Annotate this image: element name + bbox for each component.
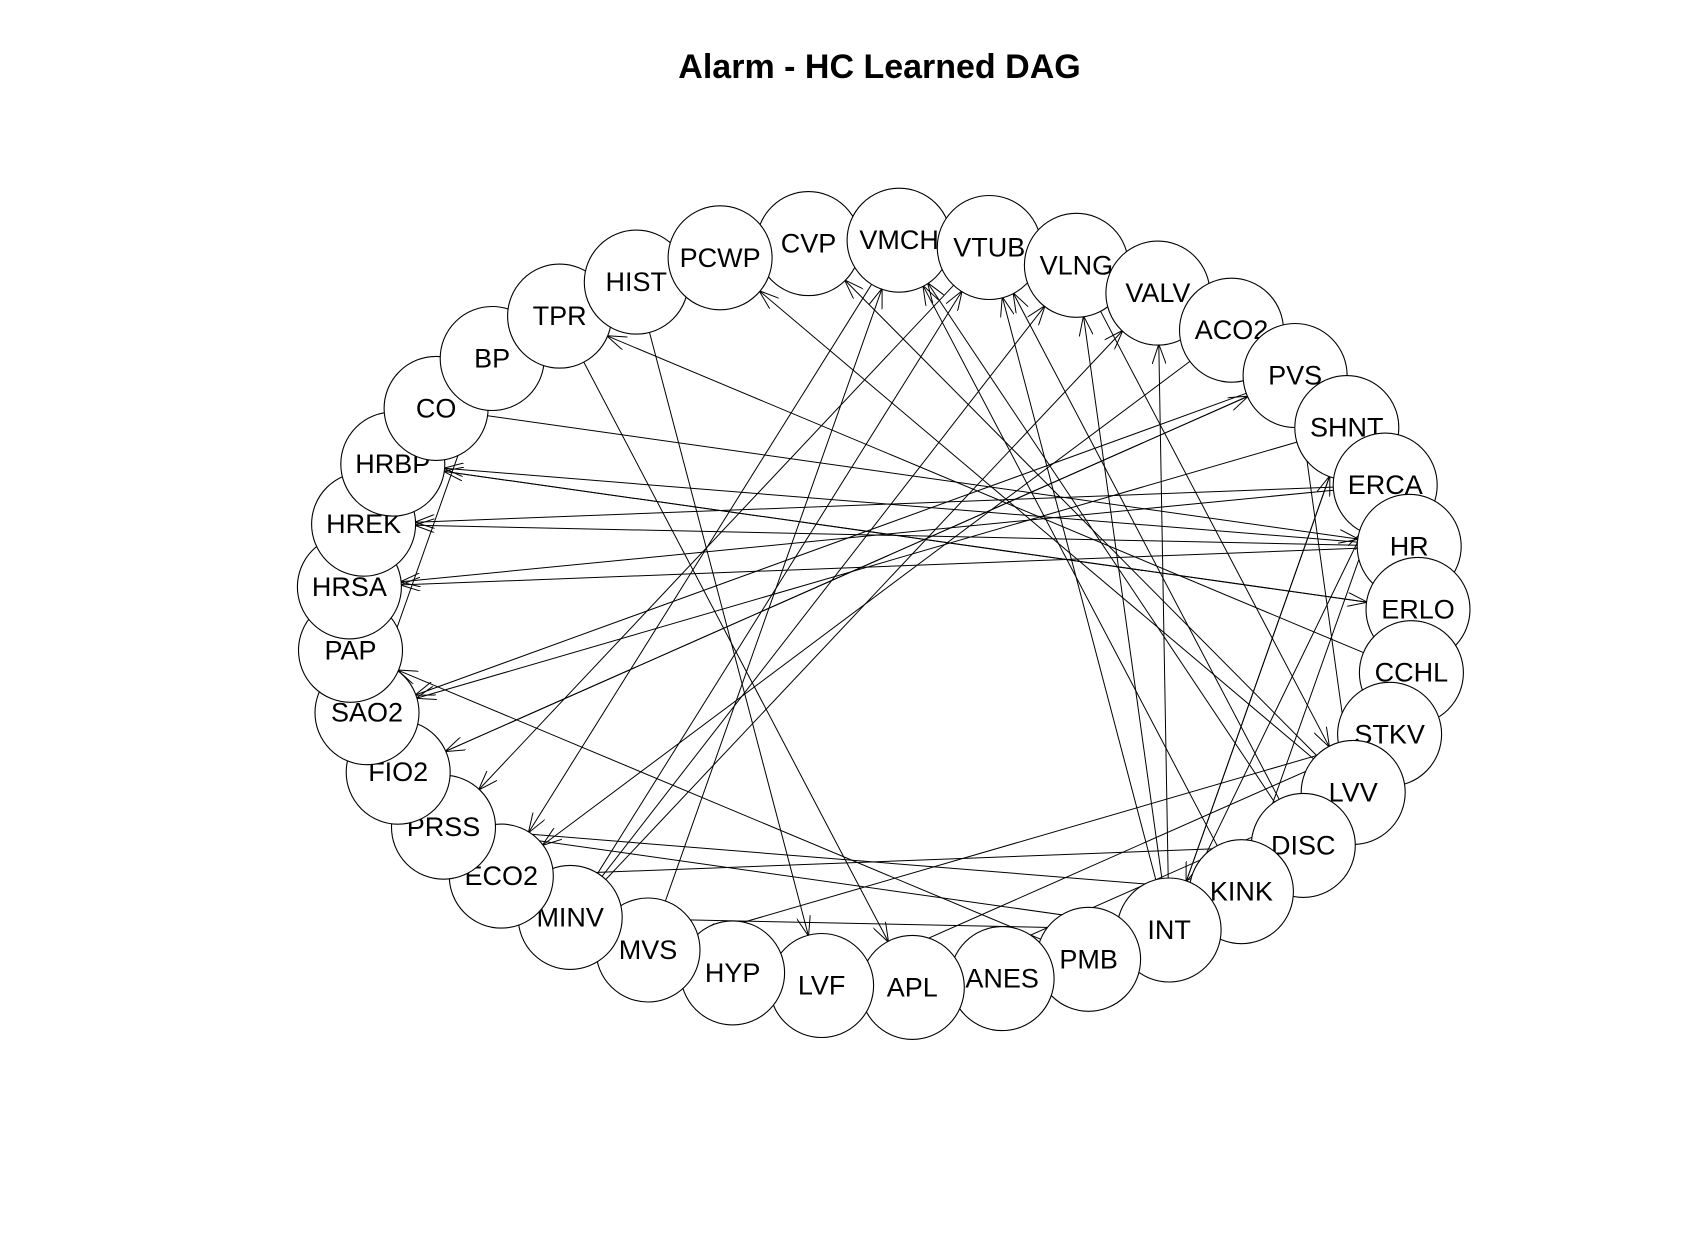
node-label: CVP (781, 229, 837, 259)
node-label: PVS (1268, 361, 1322, 391)
node-label: VALV (1125, 278, 1190, 308)
node-label: MINV (536, 902, 604, 932)
node-label: MVS (619, 935, 678, 965)
edge-lvf-to-stkv (868, 755, 1342, 965)
edge-disc-to-vmch (928, 283, 1275, 803)
edge-minv-to-vlng (601, 306, 1044, 877)
edge-disc-to-vtub (1014, 294, 1280, 800)
edge-tpr-to-apl (583, 361, 888, 941)
edge-fio2-to-pvs (445, 397, 1248, 752)
node-label: INT (1147, 915, 1191, 945)
edge-hr-to-hrek (416, 525, 1358, 546)
node-label: ACO2 (1195, 315, 1269, 345)
edge-hrbp-to-erlo (444, 470, 1366, 602)
edge-co-to-hr (487, 415, 1358, 539)
edge-aco2-to-eco2 (543, 360, 1191, 845)
edge-kink-to-erca (1258, 534, 1368, 843)
edge-pvs-to-sao2 (416, 392, 1247, 695)
edge-shnt-to-sao2 (417, 441, 1298, 698)
node-label: ERLO (1381, 594, 1455, 624)
node-label: DISC (1271, 830, 1336, 860)
node-vlng: VLNG (1023, 212, 1129, 318)
edge-int-to-minv (622, 919, 1118, 930)
edge-minv-to-vtub (597, 292, 962, 874)
node-anes: ANES (949, 926, 1055, 1032)
edge-int-to-valv (1159, 345, 1169, 879)
node-label: HRSA (312, 572, 387, 602)
node-cvp: CVP (755, 191, 862, 297)
node-label: KINK (1210, 877, 1273, 907)
edge-hr-to-hrsa (401, 547, 1358, 585)
edge-pmb-to-pap (399, 670, 1041, 940)
node-apl: APL (859, 934, 965, 1040)
edge-eco2-to-disc (553, 847, 1251, 875)
edge-kink-to-prss (495, 831, 1190, 888)
edge-erca-to-hrsa (401, 489, 1334, 582)
node-label: HR (1390, 531, 1429, 561)
node-label: PCWP (680, 243, 761, 273)
graph-title: Alarm - HC Learned DAG (678, 48, 1081, 86)
edge-int-to-vtub (1003, 298, 1157, 880)
edge-int-to-prss (495, 835, 1118, 924)
edge-vmch-to-eco2 (529, 284, 873, 832)
node-label: APL (887, 972, 938, 1002)
node-label: LVF (798, 971, 846, 1001)
edge-kink-to-vmch (923, 286, 1218, 846)
node-int: INT (1116, 877, 1222, 983)
node-label: HYP (705, 958, 761, 988)
node-label: LVV (1329, 777, 1378, 807)
edge-vlng-to-lvv (1100, 311, 1329, 746)
edge-cchl-to-tpr (608, 336, 1364, 654)
node-hyp: HYP (680, 920, 786, 1026)
node-label: PMB (1059, 944, 1118, 974)
nodes-layer: CVP VMCH VTUBVLNGVALVACO2PVSSHNTERCAHRERLO… (296, 187, 1471, 1040)
edges-layer (383, 263, 1410, 980)
node-vtub: VTUB (936, 194, 1042, 301)
node-label: TPR (533, 301, 587, 331)
edge-stkv-to-mvs (698, 748, 1340, 936)
node-label: SAO2 (331, 698, 403, 728)
edge-vtub-to-prss (479, 284, 954, 789)
node-label: VLNG (1040, 250, 1114, 280)
node-kink: KINK (1188, 839, 1294, 945)
node-pmb: PMB (1036, 906, 1142, 1012)
node-label: CO (416, 393, 457, 423)
edge-hr-to-hrbp (445, 468, 1358, 543)
node-label: PAP (324, 635, 376, 665)
node-hist: HIST (583, 229, 689, 335)
node-label: VTUB (953, 233, 1025, 263)
edge-int-to-erca (1191, 532, 1363, 884)
edge-mvs-to-vmch (664, 289, 881, 902)
node-label: HIST (606, 267, 668, 297)
edge-lvv-to-cvp (845, 281, 1317, 756)
node-vmch: VMCH (846, 187, 952, 293)
node-label: BP (474, 344, 510, 374)
node-pcwp: PCWP (667, 205, 773, 311)
node-label: VMCH (859, 225, 939, 255)
edge-erca-to-hrek (416, 486, 1334, 522)
edge-lvv-to-pcwp (760, 291, 1314, 760)
node-label: ANES (965, 964, 1039, 994)
edge-lvv-to-pvs (1302, 427, 1347, 741)
node-lvf: LVF (769, 932, 875, 1039)
node-circle (667, 205, 773, 311)
edge-hist-to-lvf (649, 332, 809, 935)
